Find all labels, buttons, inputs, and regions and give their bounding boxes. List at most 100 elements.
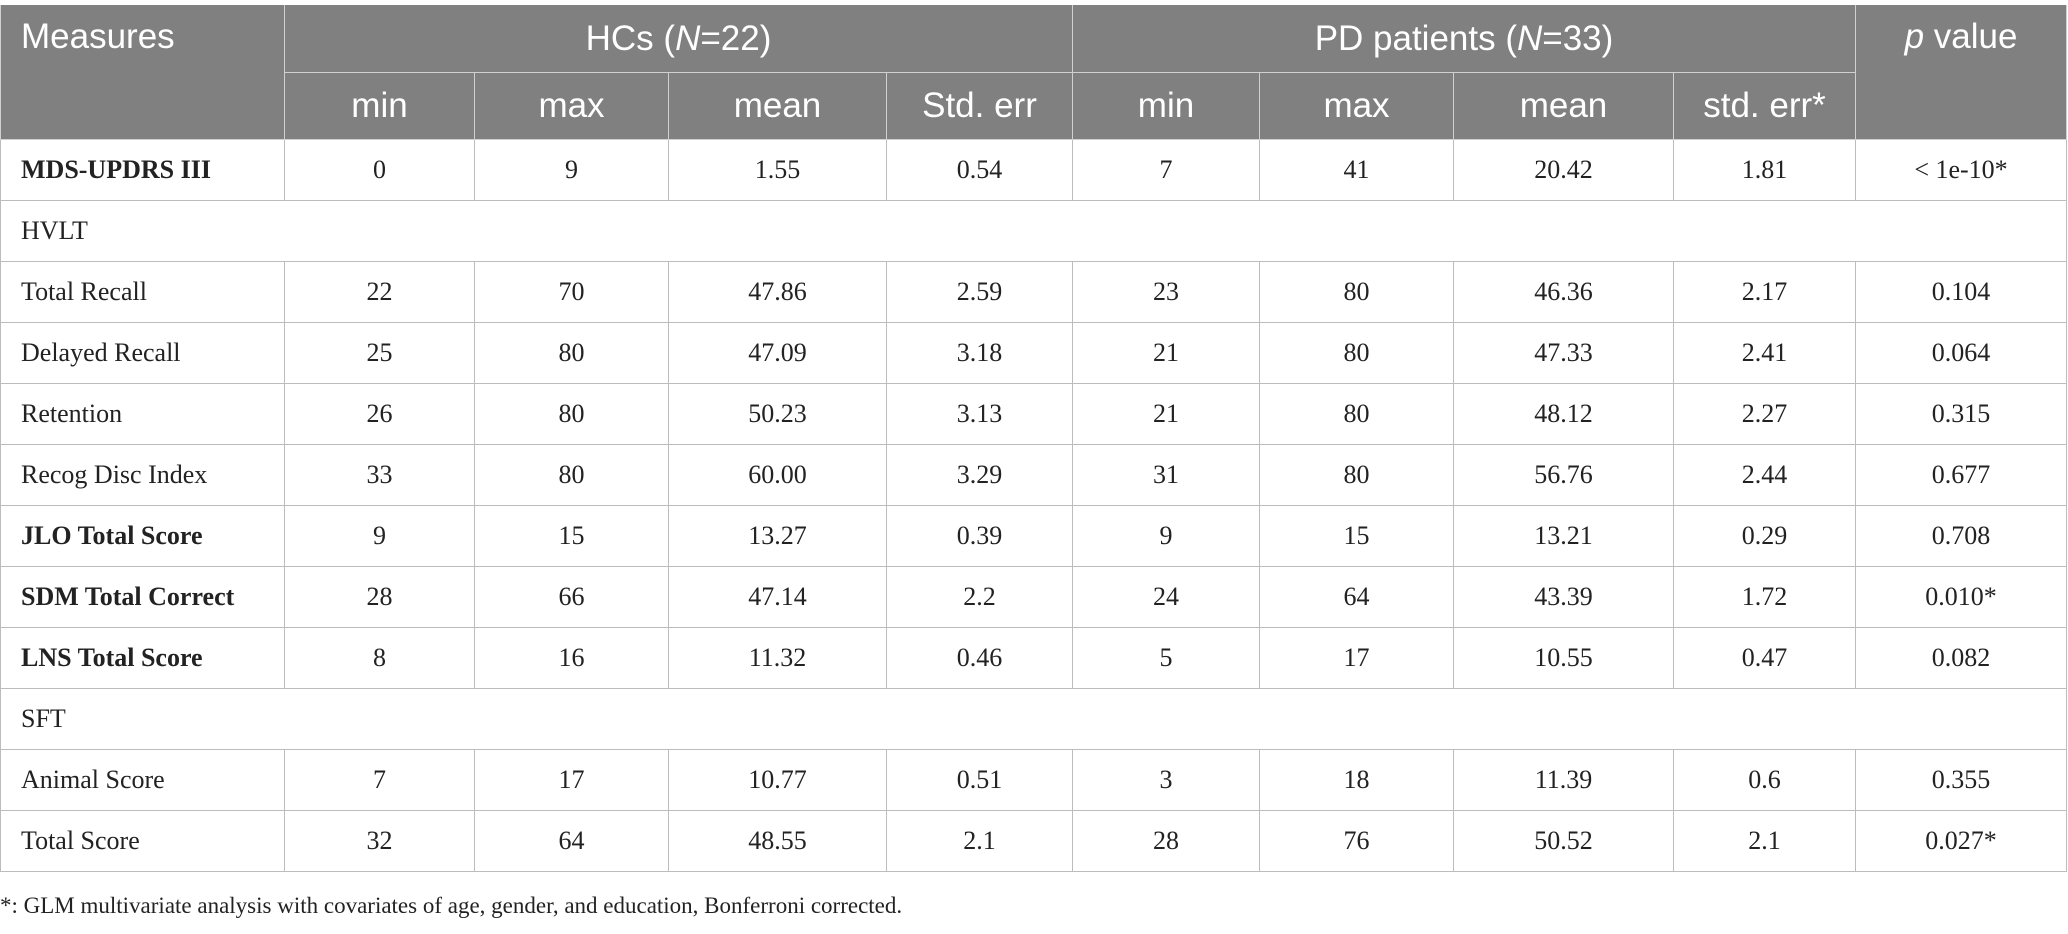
subheader-pd-std-err: std. err* [1673,72,1856,140]
cell-hc-max: 16 [474,627,669,689]
cell-p-value: 0.677 [1855,444,2067,506]
cell-hc-max: 9 [474,139,669,201]
row-label: LNS Total Score [0,627,285,689]
header-pd-group: PD patients (N=33) [1072,5,1856,73]
cell-p-value: 0.010* [1855,566,2067,628]
cell-p-value: 0.027* [1855,810,2067,872]
cell-pd-std-err: 2.41 [1673,322,1856,384]
hc-group-prefix: HCs ( [585,18,676,58]
cell-hc-max: 17 [474,749,669,811]
row-label: Total Recall [0,261,285,323]
cell-pd-mean: 46.36 [1453,261,1674,323]
subheader-pd-min: min [1072,72,1260,140]
cell-pd-mean: 20.42 [1453,139,1674,201]
cell-hc-std-err: 2.2 [886,566,1073,628]
cell-hc-std-err: 2.1 [886,810,1073,872]
cell-pd-max: 80 [1259,322,1454,384]
cell-p-value: 0.104 [1855,261,2067,323]
cell-pd-max: 80 [1259,261,1454,323]
cell-pd-mean: 48.12 [1453,383,1674,445]
cell-pd-std-err: 2.17 [1673,261,1856,323]
table-row: MDS-UPDRS III 0 9 1.55 0.54 7 41 20.42 1.81 < 1e-… [0,139,2067,201]
cell-hc-max: 80 [474,322,669,384]
cell-hc-min: 25 [284,322,475,384]
cell-p-value: < 1e-10* [1855,139,2067,201]
table-row: Animal Score 7 17 10.77 0.51 3 18 11.39 0.6 0.355 [0,749,2067,811]
cell-hc-mean: 47.09 [668,322,887,384]
cell-hc-mean: 50.23 [668,383,887,445]
cell-hc-max: 15 [474,505,669,567]
subheader-hc-max: max [474,72,669,140]
cell-hc-min: 26 [284,383,475,445]
row-label: Delayed Recall [0,322,285,384]
cell-hc-min: 7 [284,749,475,811]
cell-hc-max: 66 [474,566,669,628]
cell-hc-std-err: 2.59 [886,261,1073,323]
cell-hc-std-err: 3.29 [886,444,1073,506]
pd-group-suffix: =33) [1542,18,1614,58]
table-row: Delayed Recall 25 80 47.09 3.18 21 80 47.33 2.41… [0,322,2067,384]
cell-pd-min: 21 [1072,383,1260,445]
cell-hc-mean: 60.00 [668,444,887,506]
cell-pd-std-err: 1.81 [1673,139,1856,201]
cell-hc-min: 28 [284,566,475,628]
cell-hc-min: 9 [284,505,475,567]
subheader-pd-max: max [1259,72,1454,140]
cell-pd-max: 17 [1259,627,1454,689]
cell-hc-std-err: 3.13 [886,383,1073,445]
cell-p-value: 0.315 [1855,383,2067,445]
header-measures: Measures [0,5,285,140]
cell-pd-min: 23 [1072,261,1260,323]
subheader-pd-mean: mean [1453,72,1674,140]
cell-hc-std-err: 0.51 [886,749,1073,811]
cell-pd-min: 5 [1072,627,1260,689]
table-row: SDM Total Correct 28 66 47.14 2.2 24 64 43.39 1.… [0,566,2067,628]
cell-pd-min: 28 [1072,810,1260,872]
cell-pd-mean: 13.21 [1453,505,1674,567]
header-hc-group: HCs (N=22) [284,5,1073,73]
cell-hc-min: 33 [284,444,475,506]
cell-pd-std-err: 1.72 [1673,566,1856,628]
cell-hc-mean: 48.55 [668,810,887,872]
row-label: SDM Total Correct [0,566,285,628]
table-row: Total Recall 22 70 47.86 2.59 23 80 46.36 2.17 0.… [0,261,2067,323]
cell-pd-max: 76 [1259,810,1454,872]
cell-pd-std-err: 0.29 [1673,505,1856,567]
cell-hc-min: 32 [284,810,475,872]
cell-hc-mean: 47.86 [668,261,887,323]
row-label: Animal Score [0,749,285,811]
table-header: Measures HCs (N=22) PD patients (N=33) p… [0,5,2067,140]
cell-pd-min: 24 [1072,566,1260,628]
cell-pd-mean: 50.52 [1453,810,1674,872]
cell-pd-std-err: 2.27 [1673,383,1856,445]
cell-hc-min: 8 [284,627,475,689]
table-row: Total Score 32 64 48.55 2.1 28 76 50.52 2.1 0.027… [0,810,2067,872]
cell-pd-std-err: 0.6 [1673,749,1856,811]
cell-hc-max: 70 [474,261,669,323]
pd-group-prefix: PD patients ( [1314,18,1517,58]
cell-p-value: 0.064 [1855,322,2067,384]
cell-hc-max: 80 [474,383,669,445]
cell-pd-max: 18 [1259,749,1454,811]
results-table-container: Measures HCs (N=22) PD patients (N=33) p… [0,5,2067,872]
footnote: *: GLM multivariate analysis with covari… [0,893,903,918]
cell-pd-mean: 10.55 [1453,627,1674,689]
header-row-subcolumns: min max mean Std. err min max mean std. … [1,72,2067,140]
cell-pd-mean: 43.39 [1453,566,1674,628]
cell-pd-max: 80 [1259,383,1454,445]
p-value-p: p [1904,17,1925,56]
subheader-hc-mean: mean [668,72,887,140]
cell-pd-mean: 47.33 [1453,322,1674,384]
cell-hc-std-err: 0.46 [886,627,1073,689]
cell-p-value: 0.708 [1855,505,2067,567]
row-label: Retention [0,383,285,445]
cell-pd-max: 41 [1259,139,1454,201]
cell-pd-min: 21 [1072,322,1260,384]
cell-pd-mean: 56.76 [1453,444,1674,506]
cell-hc-min: 22 [284,261,475,323]
cell-hc-max: 64 [474,810,669,872]
row-label: Recog Disc Index [0,444,285,506]
section-row: HVLT [0,200,2067,262]
cell-pd-std-err: 2.1 [1673,810,1856,872]
header-row-groups: Measures HCs (N=22) PD patients (N=33) p… [0,5,2067,140]
